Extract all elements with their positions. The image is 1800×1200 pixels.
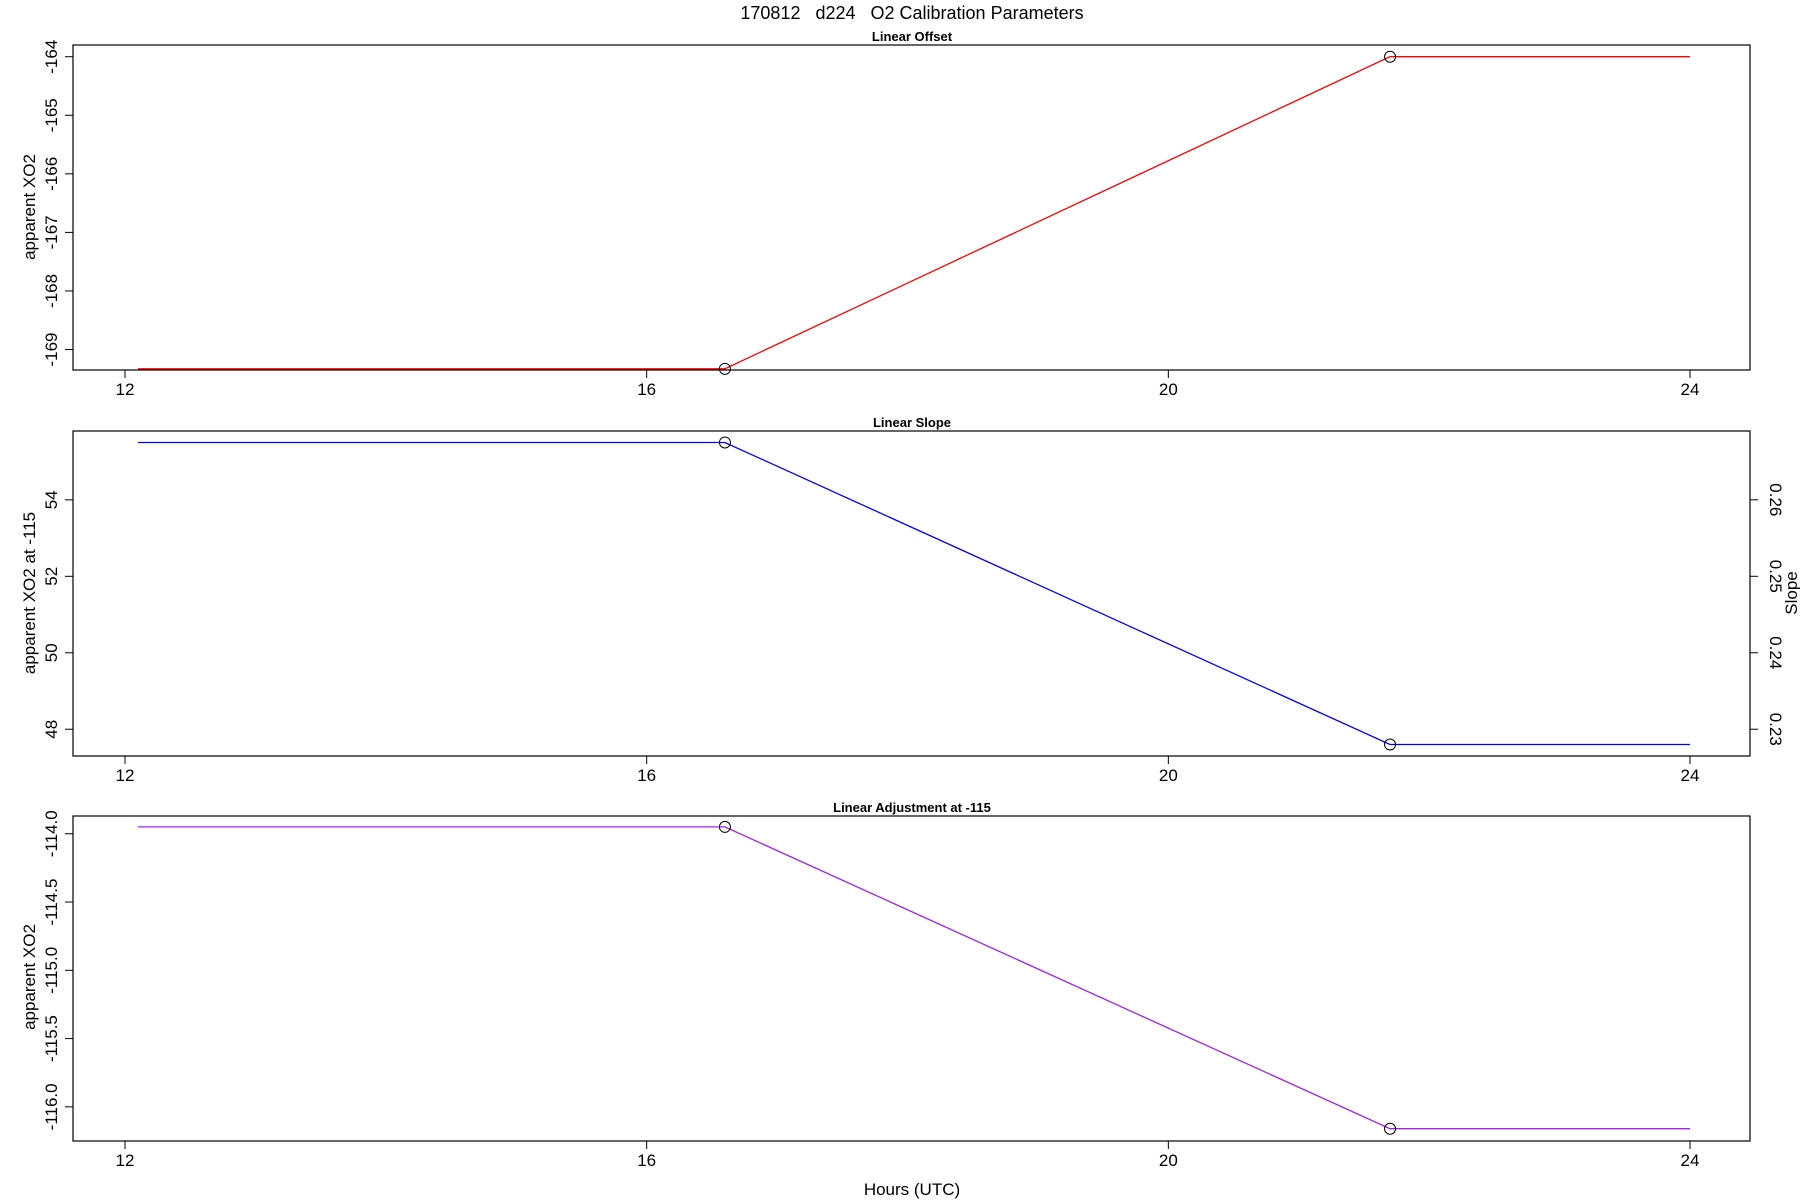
y-tick-label: -165 xyxy=(42,98,61,132)
x-tick-label: 12 xyxy=(116,380,135,399)
plot-frame xyxy=(72,815,1751,1142)
x-tick-label: 24 xyxy=(1681,1151,1700,1170)
y2-tick-label: 0.25 xyxy=(1766,560,1785,593)
data-point-marker xyxy=(1384,738,1397,751)
plot-frame xyxy=(72,44,1751,371)
x-tick-label: 12 xyxy=(116,766,135,785)
y-tick-label: -114.0 xyxy=(42,810,61,857)
data-point-marker xyxy=(1384,50,1397,63)
data-point-marker xyxy=(718,436,731,449)
y2-tick-label: 0.26 xyxy=(1766,483,1785,516)
y-tick-label: -169 xyxy=(42,332,61,366)
figure-title: 170812 d224 O2 Calibration Parameters xyxy=(740,3,1083,23)
y2-tick-label: 0.24 xyxy=(1766,636,1785,669)
y-tick-label: 52 xyxy=(42,567,61,586)
x-axis-label: Hours (UTC) xyxy=(864,1180,960,1199)
y-tick-label: -116.0 xyxy=(42,1083,61,1130)
y-tick-label: -115.5 xyxy=(42,1015,61,1062)
x-tick-label: 20 xyxy=(1159,766,1178,785)
series-line xyxy=(138,56,1690,370)
y-axis-label: apparent XO2 at -115 xyxy=(20,512,39,674)
x-tick-label: 24 xyxy=(1681,380,1700,399)
x-tick-label: 12 xyxy=(116,1151,135,1170)
panel-title: Linear Slope xyxy=(873,415,951,430)
x-tick-label: 16 xyxy=(637,1151,656,1170)
x-tick-label: 20 xyxy=(1159,1151,1178,1170)
panel-linear-adjustment: Linear Adjustment at -115 12 16 20 24 -116.0… xyxy=(20,800,1751,1170)
series-line xyxy=(138,441,1690,746)
series-line xyxy=(138,826,1690,1130)
x-tick-label: 24 xyxy=(1681,766,1700,785)
x-tick-label: 16 xyxy=(637,766,656,785)
y-tick-label: -166 xyxy=(42,157,61,191)
y-tick-label: -167 xyxy=(42,215,61,249)
panel-linear-offset: Linear Offset 12 16 20 24 -169 -168 -167 -166 -1… xyxy=(20,29,1751,399)
y2-axis-label: Slope xyxy=(1782,571,1800,614)
y-axis-label: apparent XO2 xyxy=(20,924,39,1030)
panel-title: Linear Adjustment at -115 xyxy=(833,800,991,815)
y-tick-label: 50 xyxy=(42,643,61,662)
y-tick-label: -115.0 xyxy=(42,947,61,994)
panel-linear-slope: Linear Slope 12 16 20 24 48 50 52 54 0.23 0.24 0.2… xyxy=(20,415,1800,785)
y-tick-label: -114.5 xyxy=(42,879,61,926)
data-point-marker xyxy=(718,820,731,833)
panel-title: Linear Offset xyxy=(872,29,953,44)
y-tick-label: -168 xyxy=(42,274,61,308)
y-axis-label: apparent XO2 xyxy=(20,154,39,260)
plot-frame xyxy=(72,430,1751,757)
x-tick-label: 16 xyxy=(637,380,656,399)
x-tick-label: 20 xyxy=(1159,380,1178,399)
y2-tick-label: 0.23 xyxy=(1766,713,1785,746)
y-tick-label: -164 xyxy=(42,40,61,74)
y-tick-label: 48 xyxy=(42,720,61,739)
data-point-marker xyxy=(1384,1122,1397,1135)
y-tick-label: 54 xyxy=(42,490,61,509)
data-point-marker xyxy=(718,362,731,375)
